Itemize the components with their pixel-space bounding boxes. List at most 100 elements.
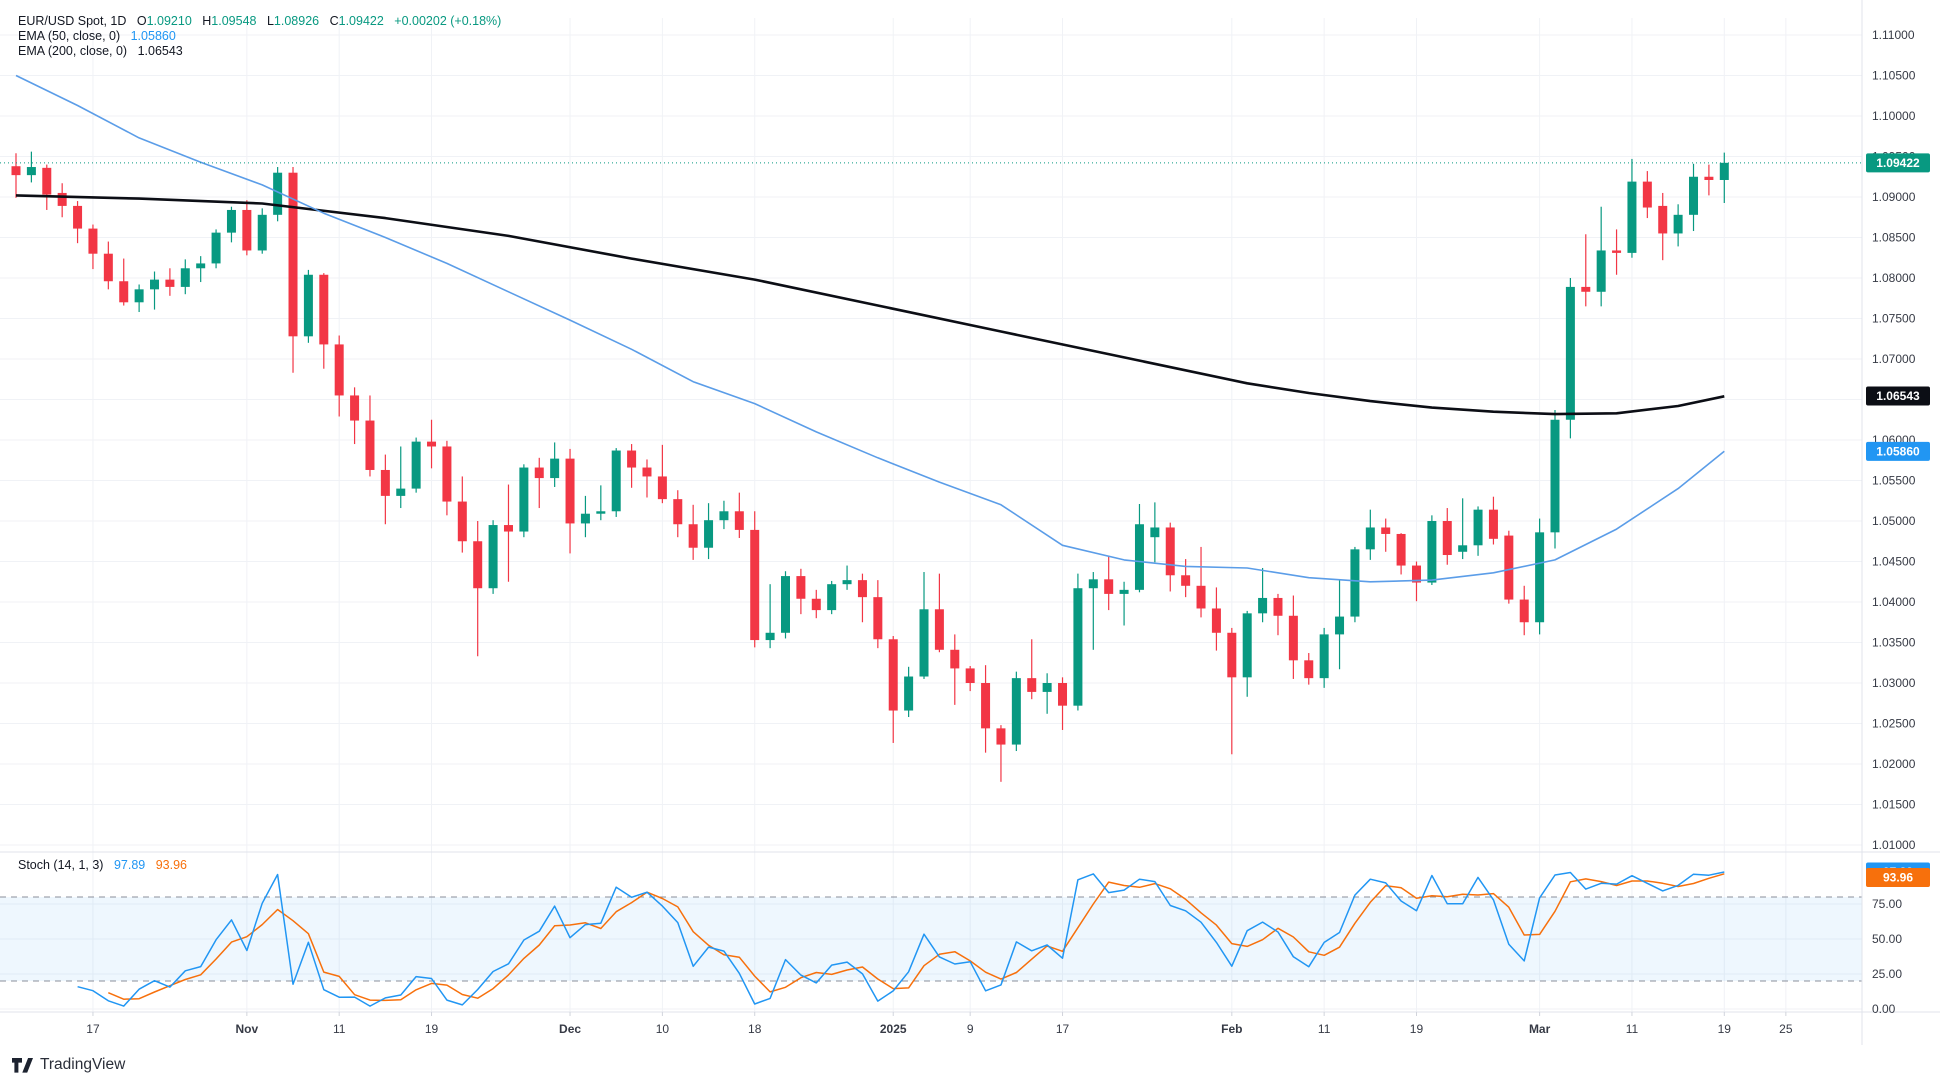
time-axis-label: 19 bbox=[1410, 1022, 1424, 1036]
stoch-legend-row[interactable]: Stoch (14, 1, 3) 97.89 93.96 bbox=[18, 858, 187, 873]
candle-body bbox=[580, 513, 590, 524]
high-value: 1.09548 bbox=[211, 14, 257, 28]
time-axis-label: 25 bbox=[1779, 1022, 1793, 1036]
candle-body bbox=[1719, 162, 1729, 180]
brand-text: TradingView bbox=[40, 1056, 126, 1073]
ema200-legend-row[interactable]: EMA (200, close, 0) 1.06543 bbox=[18, 44, 501, 59]
candle-body bbox=[919, 609, 929, 677]
candle-body bbox=[1258, 597, 1268, 614]
price-axis-label: 1.10000 bbox=[1872, 109, 1916, 123]
candle-body bbox=[627, 450, 637, 468]
time-axis-label: 17 bbox=[86, 1022, 100, 1036]
tradingview-logo-icon bbox=[12, 1057, 33, 1073]
candle-body bbox=[1211, 608, 1221, 633]
ema50-value: 1.05860 bbox=[130, 29, 176, 43]
stoch-d-line bbox=[108, 873, 1725, 1002]
candle-body bbox=[704, 520, 714, 548]
time-axis[interactable] bbox=[0, 1012, 1862, 1046]
candle-body bbox=[73, 205, 83, 229]
candle-body bbox=[904, 676, 914, 711]
candle-body bbox=[88, 228, 98, 254]
time-axis-label: 17 bbox=[1056, 1022, 1070, 1036]
ema50-legend-row[interactable]: EMA (50, close, 0) 1.05860 bbox=[18, 29, 501, 44]
candle-body bbox=[1196, 585, 1206, 609]
price-axis-label: 1.04000 bbox=[1872, 595, 1916, 609]
candle-body bbox=[1058, 683, 1068, 706]
candle-body bbox=[11, 166, 21, 176]
ema200-badge bbox=[1866, 386, 1930, 406]
candle-body bbox=[734, 511, 744, 530]
ema200-value: 1.06543 bbox=[137, 44, 183, 58]
candle-body bbox=[350, 395, 360, 421]
candle-body bbox=[411, 441, 421, 489]
candle-body bbox=[380, 469, 390, 496]
candle-body bbox=[226, 209, 236, 233]
candle-body bbox=[1519, 599, 1529, 623]
candle-body bbox=[1504, 535, 1514, 600]
candle-body bbox=[842, 580, 852, 585]
candle-body bbox=[1365, 527, 1375, 550]
candle-body bbox=[1596, 250, 1606, 292]
candle-body bbox=[196, 263, 206, 269]
stoch-d-value: 93.96 bbox=[155, 858, 187, 872]
candle-body bbox=[396, 488, 406, 496]
candle-body bbox=[565, 458, 575, 524]
ema50-badge-text: 1.05860 bbox=[1876, 444, 1920, 458]
time-axis-label: 19 bbox=[1718, 1022, 1732, 1036]
price-axis-label: 1.02000 bbox=[1872, 757, 1916, 771]
candle-body bbox=[165, 279, 175, 287]
time-axis-label: 19 bbox=[425, 1022, 439, 1036]
close-value: 1.09422 bbox=[338, 14, 384, 28]
candle-body bbox=[750, 529, 760, 641]
candle-body bbox=[288, 172, 298, 337]
price-axis-label: 1.04500 bbox=[1872, 555, 1916, 569]
candle-body bbox=[657, 476, 667, 500]
candle-body bbox=[1704, 176, 1714, 180]
price-axis-label: 1.09000 bbox=[1872, 190, 1916, 204]
candle-body bbox=[257, 214, 267, 251]
candle-body bbox=[503, 525, 513, 532]
candle-body bbox=[596, 511, 606, 514]
candle-body bbox=[1427, 521, 1437, 583]
candle-body bbox=[180, 268, 190, 287]
candle-body bbox=[1642, 181, 1652, 208]
candle-body bbox=[442, 446, 452, 502]
candle-body bbox=[857, 580, 867, 598]
time-axis-label: Mar bbox=[1529, 1022, 1551, 1036]
stoch-label: Stoch (14, 1, 3) bbox=[18, 858, 104, 872]
candle-body bbox=[1565, 286, 1575, 420]
candle-body bbox=[1658, 205, 1668, 234]
low-label: L bbox=[266, 14, 274, 28]
last-price-badge-text: 1.09422 bbox=[1876, 156, 1920, 170]
time-axis-label: 18 bbox=[748, 1022, 762, 1036]
candle-body bbox=[1473, 509, 1483, 546]
candle-body bbox=[365, 420, 375, 470]
candle-body bbox=[1581, 286, 1591, 292]
time-axis-label: Feb bbox=[1221, 1022, 1242, 1036]
ema200-badge-text: 1.06543 bbox=[1876, 389, 1920, 403]
price-axis-label: 1.05000 bbox=[1872, 514, 1916, 528]
candle-body bbox=[150, 279, 160, 290]
symbol-legend-row[interactable]: EUR/USD Spot, 1D O1.09210 H1.09548 L1.08… bbox=[18, 14, 501, 29]
candle-body bbox=[534, 467, 544, 479]
candle-body bbox=[1227, 632, 1237, 678]
ema50-line bbox=[15, 74, 1725, 583]
tradingview-branding[interactable]: TradingView bbox=[12, 1056, 125, 1074]
open-label: O bbox=[136, 14, 147, 28]
candle-body bbox=[103, 253, 113, 282]
candle-body bbox=[1396, 533, 1406, 566]
candle-body bbox=[1011, 678, 1021, 745]
candle-body bbox=[688, 524, 698, 548]
candle-body bbox=[319, 274, 329, 345]
candle-body bbox=[1088, 579, 1098, 589]
candle-body bbox=[1381, 527, 1391, 534]
candle-body bbox=[873, 597, 883, 640]
candle-body bbox=[934, 609, 944, 650]
low-value: 1.08926 bbox=[273, 14, 320, 28]
price-axis-label: 1.08000 bbox=[1872, 271, 1916, 285]
candle-body bbox=[765, 632, 775, 641]
candle-body bbox=[242, 209, 252, 251]
candle-body bbox=[1273, 597, 1283, 616]
candle-body bbox=[888, 639, 898, 711]
